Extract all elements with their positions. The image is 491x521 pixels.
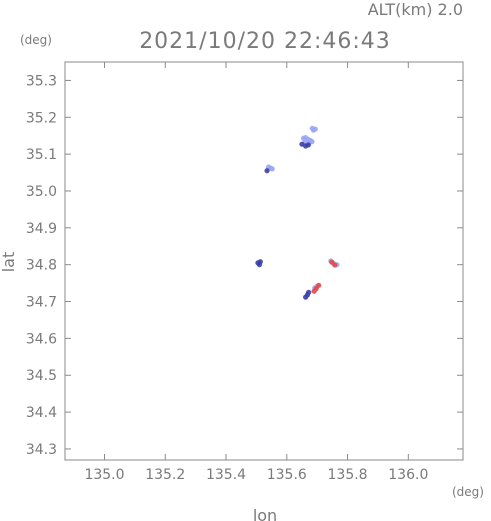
x-axis-title: lon — [253, 506, 277, 521]
x-tick-label: 135.8 — [328, 467, 368, 483]
y-tick-label: 35.3 — [26, 73, 57, 89]
y-tick-label: 35.2 — [26, 110, 57, 126]
chart-title: 2021/10/20 22:46:43 — [139, 29, 391, 54]
chart-subtitle: ALT(km) 2.0 — [368, 0, 463, 19]
y-tick-label: 34.8 — [26, 258, 57, 274]
data-point — [332, 262, 338, 268]
x-unit-label: (deg) — [452, 485, 484, 499]
y-tick-label: 34.4 — [26, 405, 57, 421]
data-points — [255, 125, 340, 300]
data-point — [310, 127, 317, 133]
y-axis-ticks: 34.3 34.4 34.5 34.6 34.7 34.8 34.9 35.0 35.1 35.2… — [26, 73, 463, 458]
data-point — [305, 142, 311, 148]
data-point — [264, 168, 270, 174]
x-tick-label: 135.2 — [145, 467, 185, 483]
x-tick-label: 136.0 — [388, 467, 428, 483]
data-point — [309, 139, 315, 145]
y-unit-label: (deg) — [20, 33, 52, 47]
x-tick-label: 135.4 — [206, 467, 246, 483]
y-tick-label: 35.0 — [26, 184, 57, 200]
x-axis-ticks: 135.0 135.2 135.4 135.6 135.8 136.0 — [84, 62, 428, 483]
data-point — [311, 288, 317, 294]
y-tick-label: 34.3 — [26, 442, 57, 458]
y-tick-label: 35.1 — [26, 147, 57, 163]
data-point — [256, 262, 263, 268]
x-tick-label: 135.0 — [84, 467, 124, 483]
y-tick-label: 34.7 — [26, 295, 57, 311]
y-axis-title: lat — [0, 252, 18, 273]
plot-frame — [64, 61, 464, 461]
y-tick-label: 34.9 — [26, 221, 57, 237]
y-tick-label: 34.5 — [26, 368, 57, 384]
x-tick-label: 135.6 — [267, 467, 307, 483]
data-point — [306, 289, 312, 295]
data-point — [269, 166, 275, 172]
y-tick-label: 34.6 — [26, 331, 57, 347]
